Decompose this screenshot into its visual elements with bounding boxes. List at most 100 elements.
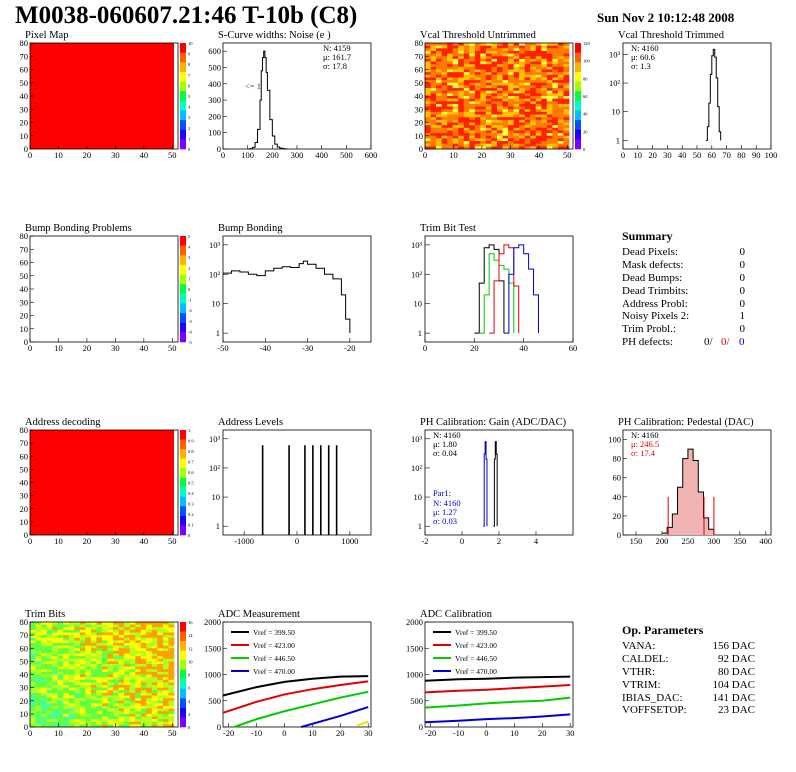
x-tick-label: 20: [478, 150, 487, 160]
heatmap-cell: [68, 711, 75, 715]
y-tick-label: 300: [208, 95, 221, 105]
heatmap-cell: [469, 98, 476, 102]
colorbar-tick-label: -4: [188, 329, 192, 334]
heatmap-cell: [541, 45, 548, 49]
heatmap-cell: [497, 127, 503, 131]
chart-title: Address decoding: [25, 417, 101, 428]
heatmap-cell: [485, 69, 492, 73]
heatmap-cell: [508, 114, 514, 118]
x-tick-label: 50: [693, 150, 702, 160]
heatmap-cell: [35, 632, 42, 636]
heatmap-cell: [425, 103, 431, 107]
heatmap-cell: [151, 645, 158, 649]
heatmap-cell: [535, 66, 542, 70]
heatmap-cell: [463, 90, 470, 94]
heatmap-cell: [530, 101, 537, 105]
heatmap-cell: [497, 61, 503, 65]
legend-label: Vref = 399.50: [253, 628, 295, 637]
heatmap-cell: [541, 61, 548, 65]
heatmap-cell: [524, 61, 531, 65]
heatmap-cell: [557, 127, 564, 131]
legend-label: Vref = 446.50: [253, 654, 295, 663]
heatmap-cell: [557, 122, 564, 126]
colorbar-tick-label: 1: [188, 428, 190, 433]
heatmap-cell: [135, 687, 142, 691]
heatmap-cell: [96, 674, 103, 678]
heatmap-cell: [425, 74, 431, 78]
heatmap-cell: [519, 56, 525, 60]
heatmap-cell: [557, 98, 564, 102]
heatmap-cell: [118, 650, 125, 654]
heatmap-cell: [530, 98, 537, 102]
heatmap-cell: [430, 82, 437, 86]
heatmap-cell: [513, 96, 520, 99]
heatmap-cell: [162, 666, 169, 670]
heatmap-cell: [35, 650, 42, 654]
heatmap-cell: [135, 632, 142, 636]
heatmap-cell: [430, 106, 437, 110]
heatmap-cell: [146, 632, 153, 636]
heatmap-cell: [485, 98, 492, 102]
heatmap-cell: [524, 143, 531, 147]
heatmap-cell: [436, 61, 442, 65]
heatmap-cell: [140, 679, 147, 683]
heatmap-cell: [497, 106, 503, 110]
heatmap-cell: [430, 64, 437, 68]
heatmap-cell: [140, 637, 147, 641]
heatmap-cell: [546, 125, 553, 129]
heatmap-cell: [157, 685, 164, 688]
heatmap-cell: [502, 106, 509, 110]
heatmap-cell: [508, 48, 514, 52]
y-tick-label: 10: [212, 492, 221, 502]
heatmap-cell: [530, 114, 537, 118]
heatmap-cell: [129, 674, 136, 678]
heatmap-cell: [535, 98, 542, 102]
heatmap-cell: [524, 56, 531, 60]
x-tick-label: 30: [111, 728, 120, 738]
heatmap-cell: [46, 724, 53, 728]
heatmap-cell: [447, 48, 453, 52]
op-param-row: VANA: 156 DAC: [622, 640, 755, 653]
heatmap-cell: [480, 48, 487, 52]
heatmap-cell: [41, 622, 47, 625]
heatmap-cell: [430, 77, 437, 81]
heatmap-cell: [63, 640, 70, 644]
heatmap-cell: [74, 643, 81, 646]
heatmap-cell: [502, 80, 509, 84]
heatmap-cell: [463, 146, 470, 150]
heatmap-cell: [480, 106, 487, 110]
heatmap-cell: [102, 666, 108, 670]
heatmap-cell: [90, 643, 97, 646]
heatmap-cell: [151, 661, 158, 665]
heatmap-cell: [469, 90, 476, 94]
heatmap-cell: [524, 50, 531, 54]
heatmap-cell: [519, 85, 525, 89]
heatmap-cell: [124, 653, 130, 657]
y-tick-label: 70: [20, 438, 29, 448]
heatmap-cell: [162, 643, 169, 646]
y-tick-label: 60: [415, 65, 424, 75]
heatmap-cell: [436, 117, 442, 121]
heatmap-cell: [35, 627, 42, 631]
y-tick-label: 20: [613, 511, 622, 521]
colorbar-tick-label: 10: [188, 659, 193, 664]
heatmap-cell: [425, 143, 431, 147]
heatmap-cell: [474, 58, 481, 62]
heatmap-cell: [162, 632, 169, 636]
heatmap-cell: [63, 645, 70, 649]
heatmap-cell: [124, 690, 130, 694]
heatmap-cell: [430, 133, 437, 137]
heatmap-cell: [96, 708, 103, 712]
heatmap-cell: [68, 664, 75, 667]
heatmap-cell: [46, 716, 53, 720]
heatmap-cell: [129, 629, 136, 633]
heatmap-cell: [502, 135, 509, 139]
op-param-row: CALDEL: 92 DAC: [622, 653, 755, 666]
heatmap-cell: [57, 687, 64, 691]
heatmap-cell: [57, 624, 64, 628]
heatmap-cell: [497, 53, 503, 57]
heatmap-cell: [436, 130, 442, 134]
heatmap-cell: [41, 656, 47, 660]
y-tick-label: 1000: [204, 670, 221, 680]
heatmap-cell: [447, 82, 453, 86]
